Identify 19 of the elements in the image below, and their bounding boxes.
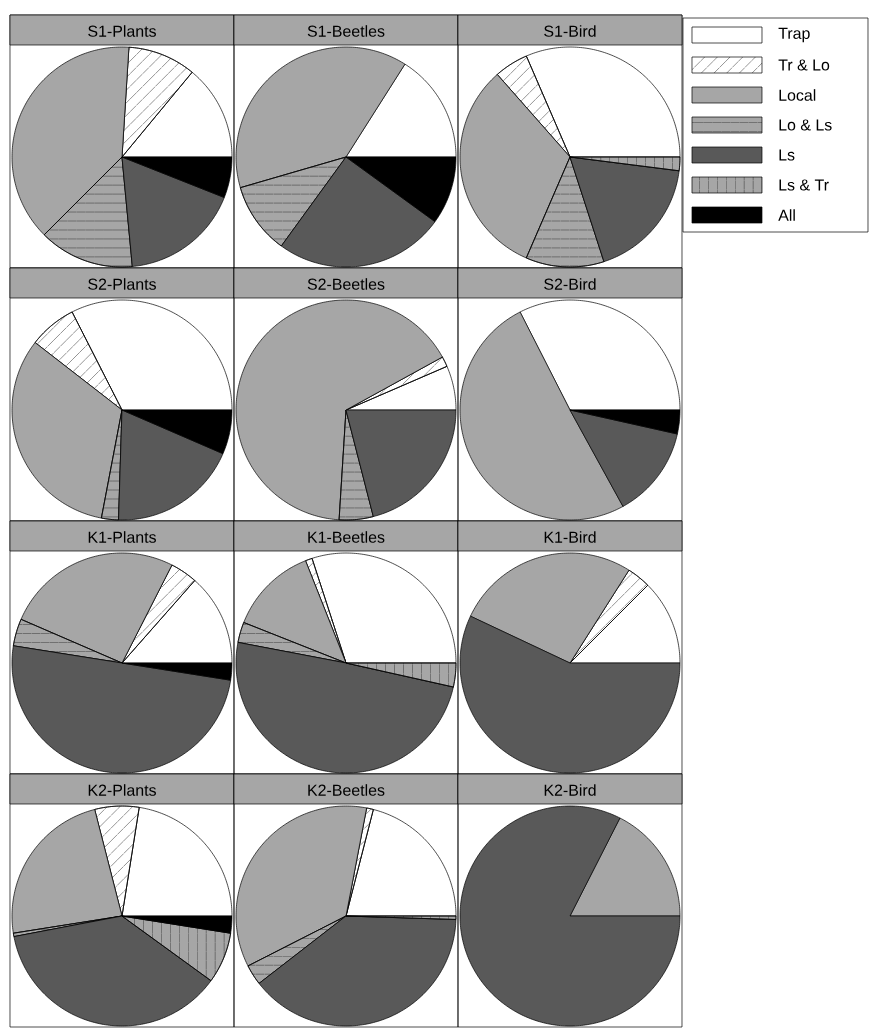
chart-title: K1-Bird — [544, 531, 596, 543]
chart-title: S2-Beetles — [307, 278, 385, 290]
legend-label: Lo & Ls — [779, 119, 832, 131]
legend-label: Tr & Lo — [778, 59, 830, 71]
chart-title: S2-Plants — [88, 278, 156, 290]
legend-label: Local — [779, 89, 816, 101]
legend-label: Trap — [778, 27, 810, 43]
chart-title: S1-Plants — [88, 25, 156, 37]
legend-label: Ls & Tr — [779, 179, 829, 191]
chart-title: S1-Bird — [544, 25, 596, 37]
chart-title: K1-Beetles — [308, 531, 385, 543]
chart-title: K2-Beetles — [308, 784, 385, 796]
legend-label: Ls — [779, 149, 795, 161]
legend-label: All — [778, 209, 795, 221]
chart-title: K1-Plants — [88, 531, 156, 543]
chart-title: S2-Bird — [544, 278, 596, 290]
chart-title: K2-Plants — [88, 784, 156, 796]
chart-title: K2-Bird — [544, 784, 596, 796]
chart-title: S1-Beetles — [307, 25, 385, 37]
